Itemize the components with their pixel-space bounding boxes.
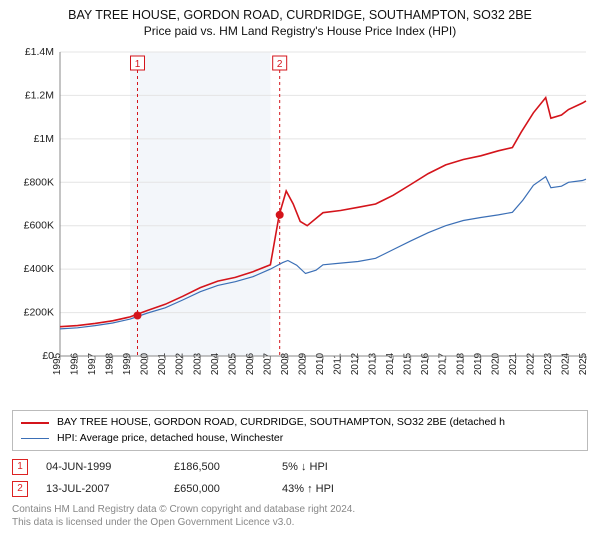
svg-text:£1M: £1M [34,133,54,145]
svg-text:2: 2 [277,59,283,70]
sale-date: 13-JUL-2007 [46,483,156,495]
svg-text:£1.2M: £1.2M [25,89,54,101]
sales-table: 1 04-JUN-1999 £186,500 5% ↓ HPI 2 13-JUL… [12,459,588,497]
title-address: BAY TREE HOUSE, GORDON ROAD, CURDRIDGE, … [12,8,588,22]
chart-svg: £0£200K£400K£600K£800K£1M£1.2M£1.4M19951… [12,44,588,404]
legend-label: HPI: Average price, detached house, Winc… [57,431,283,447]
sale-price: £186,500 [174,461,264,473]
sale-date: 04-JUN-1999 [46,461,156,473]
legend-swatch [21,438,49,439]
sale-delta: 43% ↑ HPI [282,483,372,495]
legend-item: HPI: Average price, detached house, Winc… [21,431,579,447]
footnote-line: This data is licensed under the Open Gov… [12,517,294,528]
svg-text:£400K: £400K [24,263,54,275]
legend-swatch [21,422,49,424]
footnote: Contains HM Land Registry data © Crown c… [12,503,588,530]
svg-text:£200K: £200K [24,307,54,319]
sales-row: 1 04-JUN-1999 £186,500 5% ↓ HPI [12,459,588,475]
svg-text:£1.4M: £1.4M [25,46,54,58]
svg-text:£600K: £600K [24,220,54,232]
sale-delta: 5% ↓ HPI [282,461,372,473]
svg-text:1: 1 [135,59,141,70]
sale-price: £650,000 [174,483,264,495]
footnote-line: Contains HM Land Registry data © Crown c… [12,504,355,515]
sale-marker-icon: 2 [12,481,28,497]
sales-row: 2 13-JUL-2007 £650,000 43% ↑ HPI [12,481,588,497]
legend-item: BAY TREE HOUSE, GORDON ROAD, CURDRIDGE, … [21,415,579,431]
legend-label: BAY TREE HOUSE, GORDON ROAD, CURDRIDGE, … [57,415,505,431]
sale-marker-icon: 1 [12,459,28,475]
title-subtitle: Price paid vs. HM Land Registry's House … [12,24,588,38]
price-chart: £0£200K£400K£600K£800K£1M£1.2M£1.4M19951… [12,44,588,404]
legend: BAY TREE HOUSE, GORDON ROAD, CURDRIDGE, … [12,410,588,451]
svg-text:£800K: £800K [24,176,54,188]
